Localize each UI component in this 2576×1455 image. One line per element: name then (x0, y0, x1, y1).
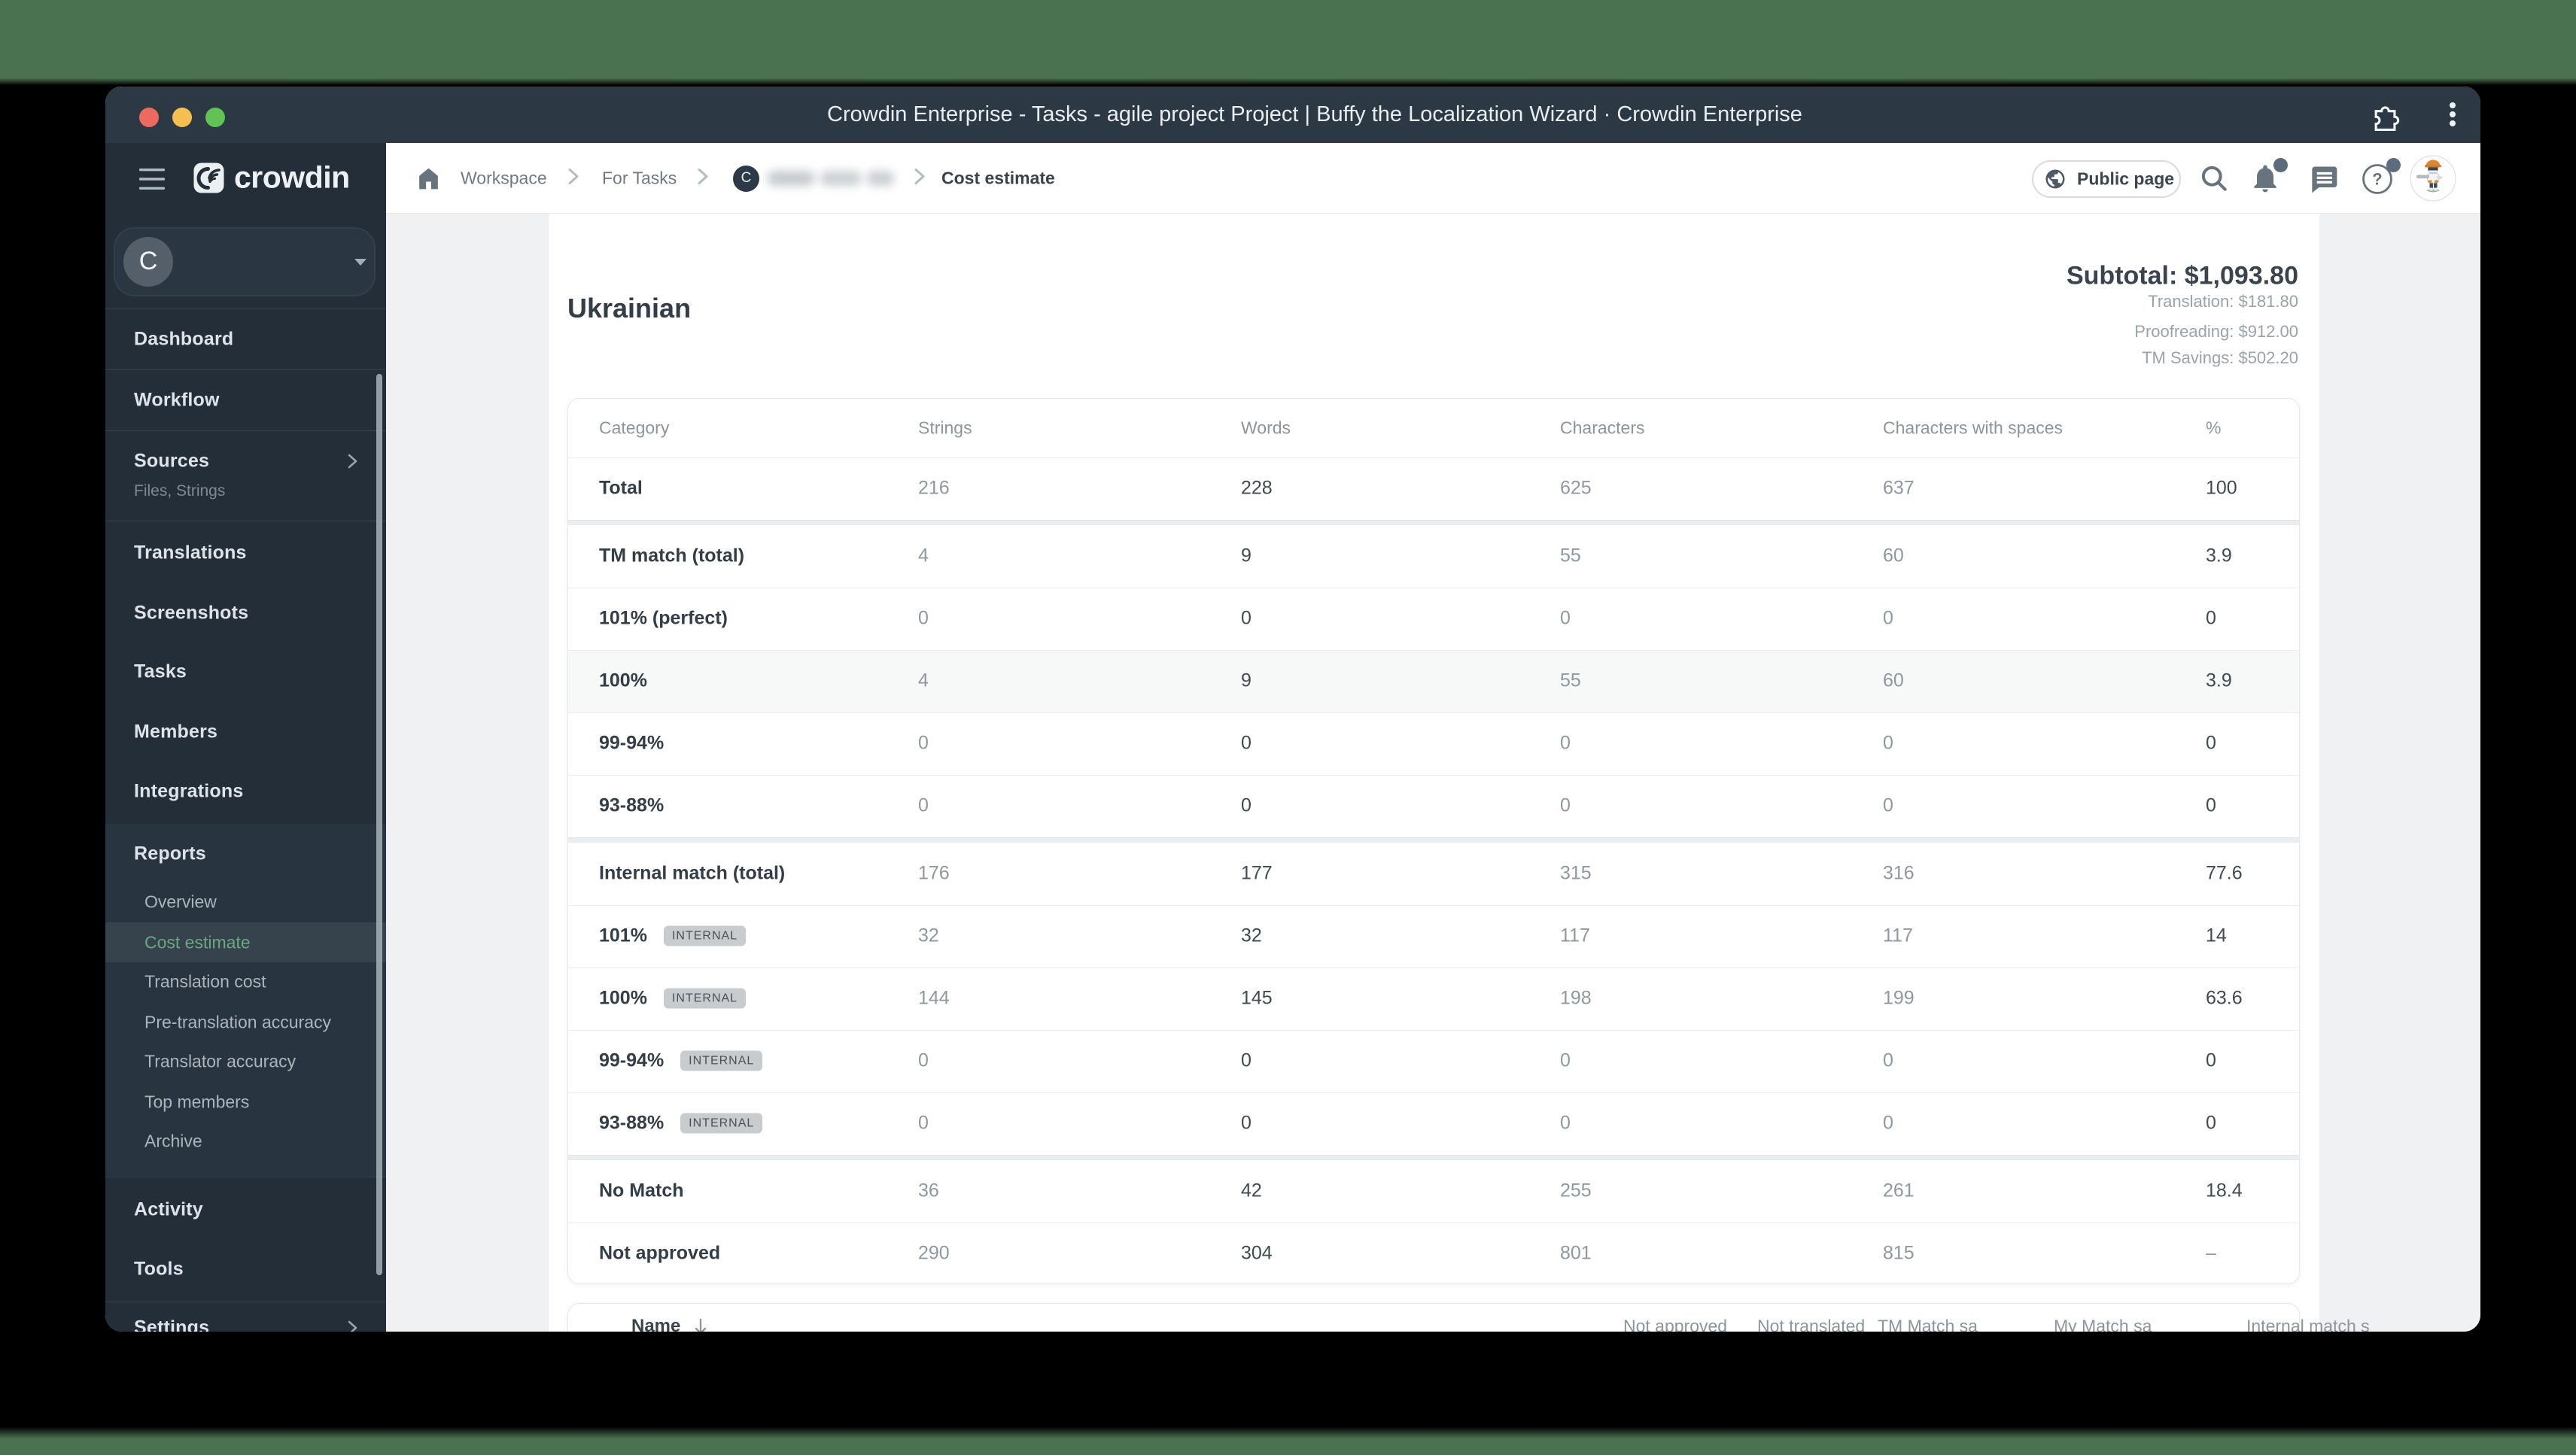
svg-text:?: ? (2372, 170, 2382, 189)
